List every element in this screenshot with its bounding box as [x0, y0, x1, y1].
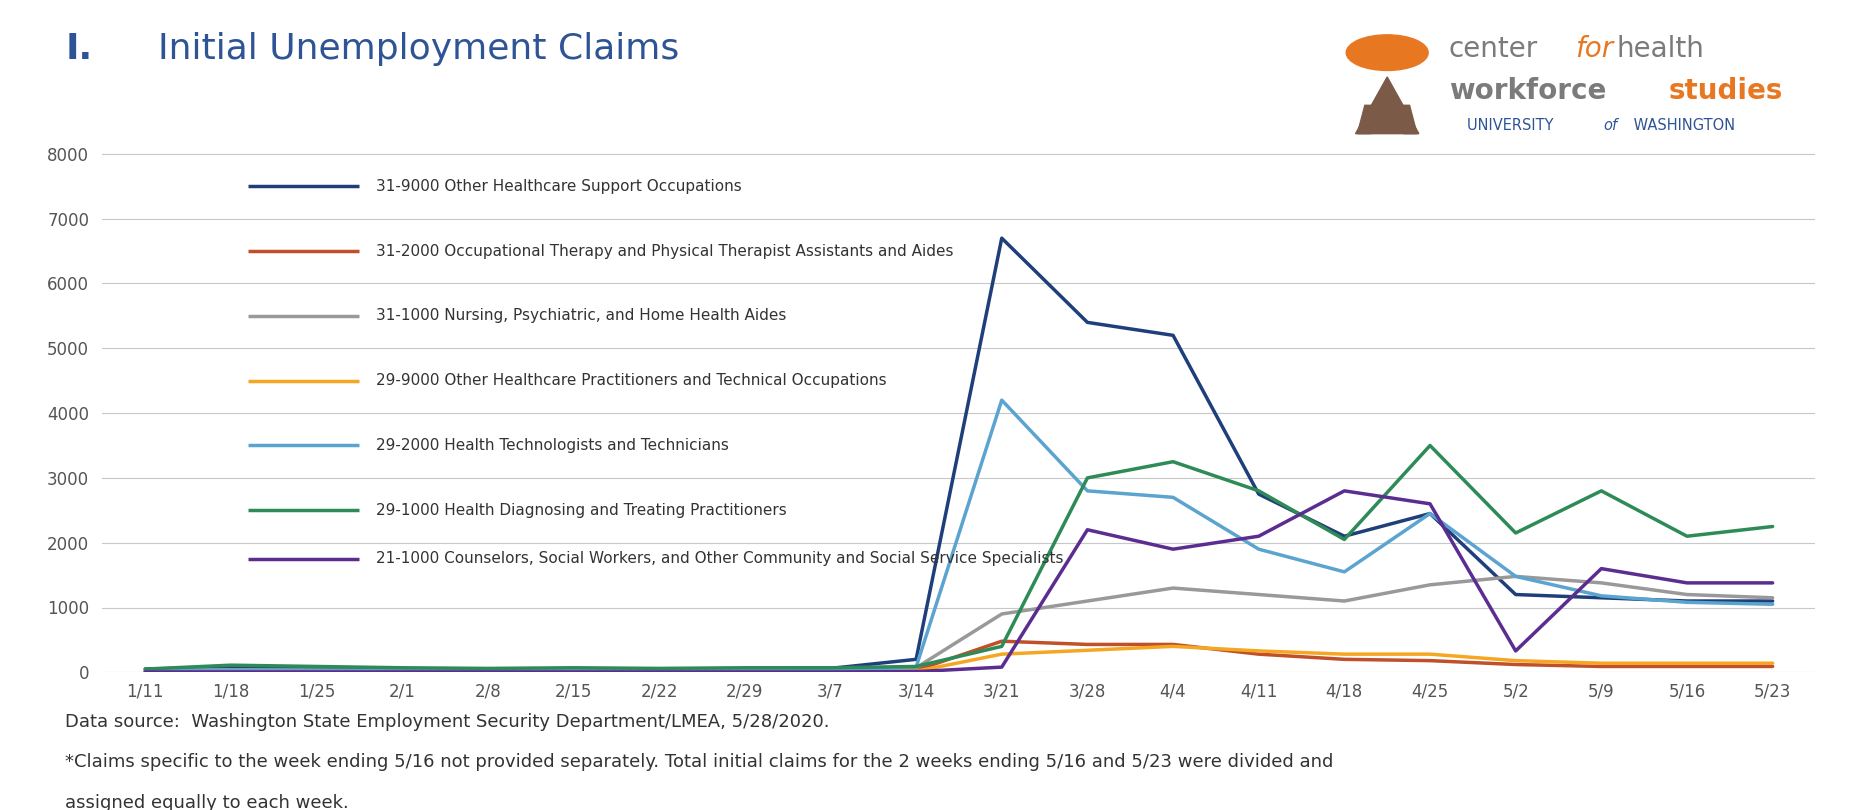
- Text: health: health: [1616, 35, 1704, 62]
- Text: 31-9000 Other Healthcare Support Occupations: 31-9000 Other Healthcare Support Occupat…: [376, 179, 743, 194]
- Text: UNIVERSITY: UNIVERSITY: [1467, 118, 1558, 133]
- Text: I.: I.: [65, 32, 93, 66]
- Text: 29-2000 Health Technologists and Technicians: 29-2000 Health Technologists and Technic…: [376, 438, 730, 453]
- Text: studies: studies: [1668, 77, 1782, 104]
- Text: workforce: workforce: [1449, 77, 1607, 104]
- Text: assigned equally to each week.: assigned equally to each week.: [65, 794, 348, 810]
- Text: center: center: [1449, 35, 1538, 62]
- Text: WASHINGTON: WASHINGTON: [1629, 118, 1735, 133]
- Text: 29-1000 Health Diagnosing and Treating Practitioners: 29-1000 Health Diagnosing and Treating P…: [376, 503, 788, 518]
- Text: *Claims specific to the week ending 5/16 not provided separately. Total initial : *Claims specific to the week ending 5/16…: [65, 753, 1333, 771]
- Text: 31-2000 Occupational Therapy and Physical Therapist Assistants and Aides: 31-2000 Occupational Therapy and Physica…: [376, 244, 953, 258]
- Text: 21-1000 Counselors, Social Workers, and Other Community and Social Service Speci: 21-1000 Counselors, Social Workers, and …: [376, 552, 1063, 566]
- Text: Data source:  Washington State Employment Security Department/LMEA, 5/28/2020.: Data source: Washington State Employment…: [65, 713, 830, 731]
- Text: 31-1000 Nursing, Psychiatric, and Home Health Aides: 31-1000 Nursing, Psychiatric, and Home H…: [376, 309, 788, 323]
- Text: Initial Unemployment Claims: Initial Unemployment Claims: [158, 32, 680, 66]
- Text: of: of: [1603, 118, 1618, 133]
- Text: for: for: [1575, 35, 1612, 62]
- Text: 29-9000 Other Healthcare Practitioners and Technical Occupations: 29-9000 Other Healthcare Practitioners a…: [376, 373, 886, 388]
